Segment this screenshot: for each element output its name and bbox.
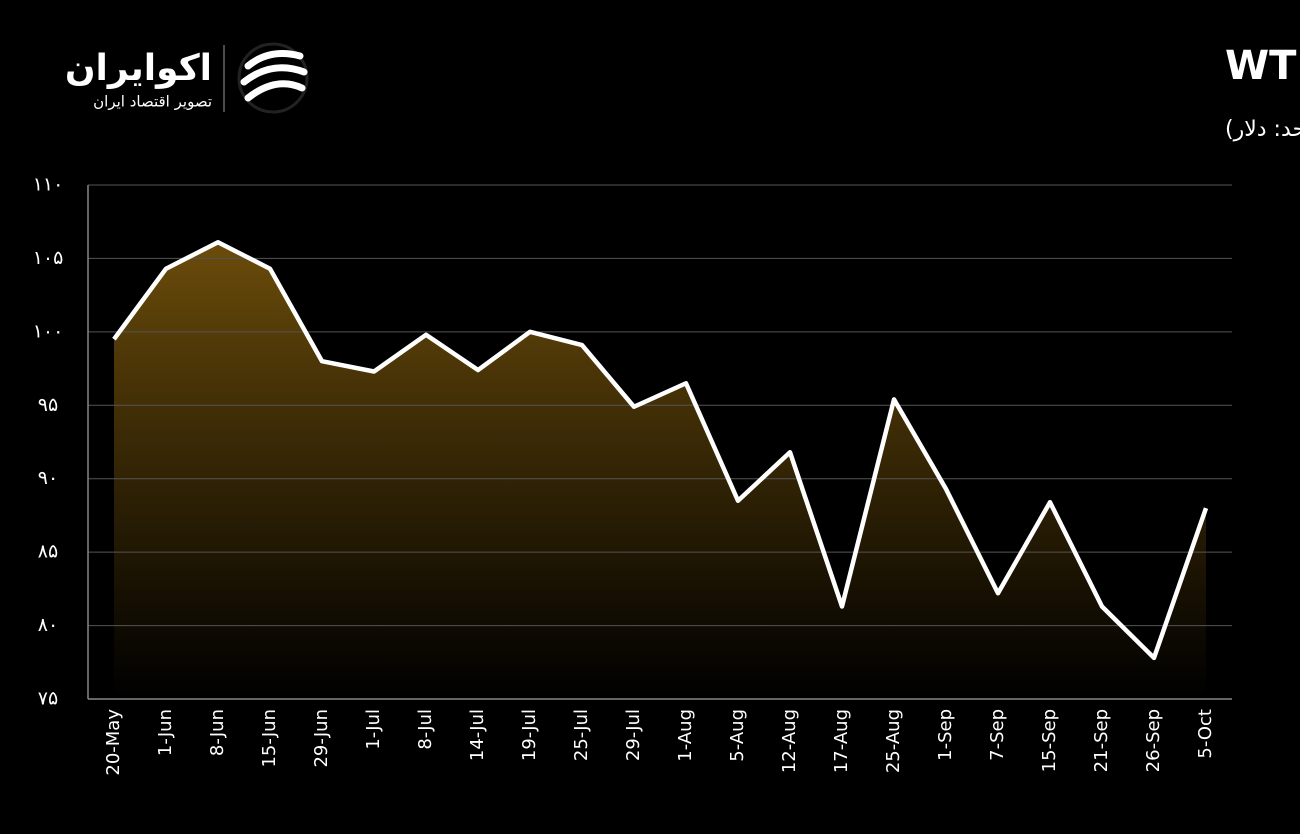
line (112, 240, 1209, 661)
logo-icon (237, 42, 309, 114)
x-tick-label: 25-Jul (571, 709, 592, 761)
x-tick-label: 1-Jul (363, 709, 384, 750)
y-tick-label: ۸۰ (38, 614, 58, 636)
x-tick-label: 1-Jun (155, 709, 176, 756)
x-tick-label: 15-Sep (1039, 709, 1060, 772)
area-fill (114, 242, 1206, 699)
x-tick-label: 21-Sep (1091, 709, 1112, 772)
x-tick-label: 8-Jun (207, 709, 228, 756)
y-tick-label: ۱۱۰ (33, 174, 64, 196)
x-tick-label: 8-Jul (415, 709, 436, 750)
x-tick-label: 29-Jun (311, 709, 332, 768)
y-tick-label: ۹۰ (38, 467, 58, 489)
x-tick-label: 1-Sep (935, 709, 956, 761)
x-tick-label: 5-Aug (727, 709, 748, 762)
x-tick-label: 15-Jun (259, 709, 280, 768)
x-tick-label: 29-Jul (623, 709, 644, 761)
y-tick-label: ۹۵ (38, 394, 58, 416)
x-tick-label: 20-May (103, 709, 124, 776)
x-tick-label: 7-Sep (987, 709, 1008, 761)
x-tick-label: 12-Aug (779, 709, 800, 773)
y-tick-label: ۷۵ (38, 688, 58, 710)
y-tick-label: ۸۵ (38, 541, 58, 563)
x-tick-label: 25-Aug (883, 709, 904, 773)
x-tick-label: 1-Aug (675, 709, 696, 762)
chart-subtitle: (واحد: دلار) (1225, 117, 1300, 142)
x-tick-label: 17-Aug (831, 709, 852, 773)
brand-name: اکوایران (65, 48, 212, 89)
x-tick-label: 5-Oct (1195, 709, 1216, 759)
x-tick-label: 26-Sep (1143, 709, 1164, 772)
x-tick-label: 14-Jul (467, 709, 488, 761)
y-tick-label: ۱۰۰ (33, 320, 64, 342)
x-tick-label: 19-Jul (519, 709, 540, 761)
brand-tagline: تصویر اقتصاد ایران (93, 93, 212, 111)
chart-title: قیمت نفت سبک WTI (1225, 43, 1300, 89)
y-tick-label: ۱۰۵ (33, 247, 64, 269)
